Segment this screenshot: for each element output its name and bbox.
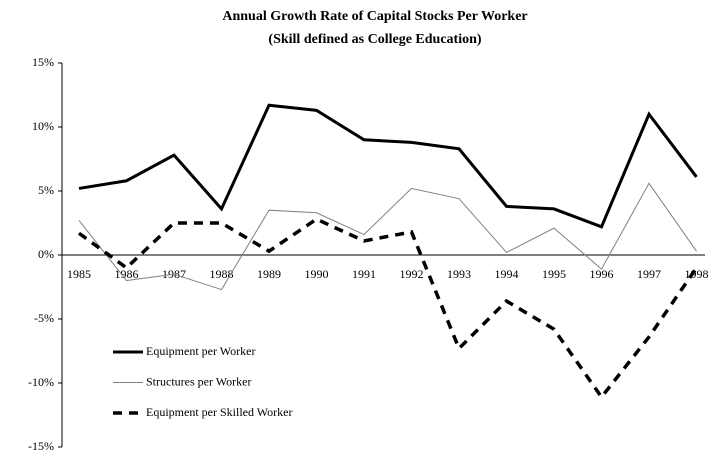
x-tick-label: 1996: [590, 267, 614, 281]
y-tick-label: 15%: [32, 55, 54, 69]
y-tick-label: 0%: [38, 247, 54, 261]
y-tick-label: -10%: [28, 375, 54, 389]
data-line: [77, 217, 698, 401]
x-tick-label: 1988: [210, 267, 234, 281]
chart-subtitle: (Skill defined as College Education): [268, 32, 481, 47]
x-tick-label: 1995: [542, 267, 566, 281]
y-tick-label: 5%: [38, 183, 54, 197]
x-tick-label: 1986: [115, 267, 139, 281]
x-tick-label: 1993: [447, 267, 471, 281]
x-tick-label: 1997: [637, 267, 661, 281]
x-tick-label: 1992: [400, 267, 424, 281]
data-line: [78, 182, 697, 291]
legend-label: Structures per Worker: [146, 374, 251, 388]
y-tick-label: -5%: [34, 311, 54, 325]
x-tick-label: 1985: [67, 267, 91, 281]
x-tick-label: 1990: [305, 267, 329, 281]
data-line: [78, 103, 698, 229]
legend-label: Equipment per Skilled Worker: [146, 405, 292, 419]
x-tick-label: 1991: [352, 267, 376, 281]
y-tick-label: 10%: [32, 119, 54, 133]
chart-title: Annual Growth Rate of Capital Stocks Per…: [222, 9, 527, 24]
x-tick-label: 1994: [495, 267, 519, 281]
legend-label: Equipment per Worker: [146, 344, 255, 358]
x-tick-label: 1989: [257, 267, 281, 281]
y-tick-label: -15%: [28, 439, 54, 453]
x-tick-label: 1998: [685, 267, 709, 281]
